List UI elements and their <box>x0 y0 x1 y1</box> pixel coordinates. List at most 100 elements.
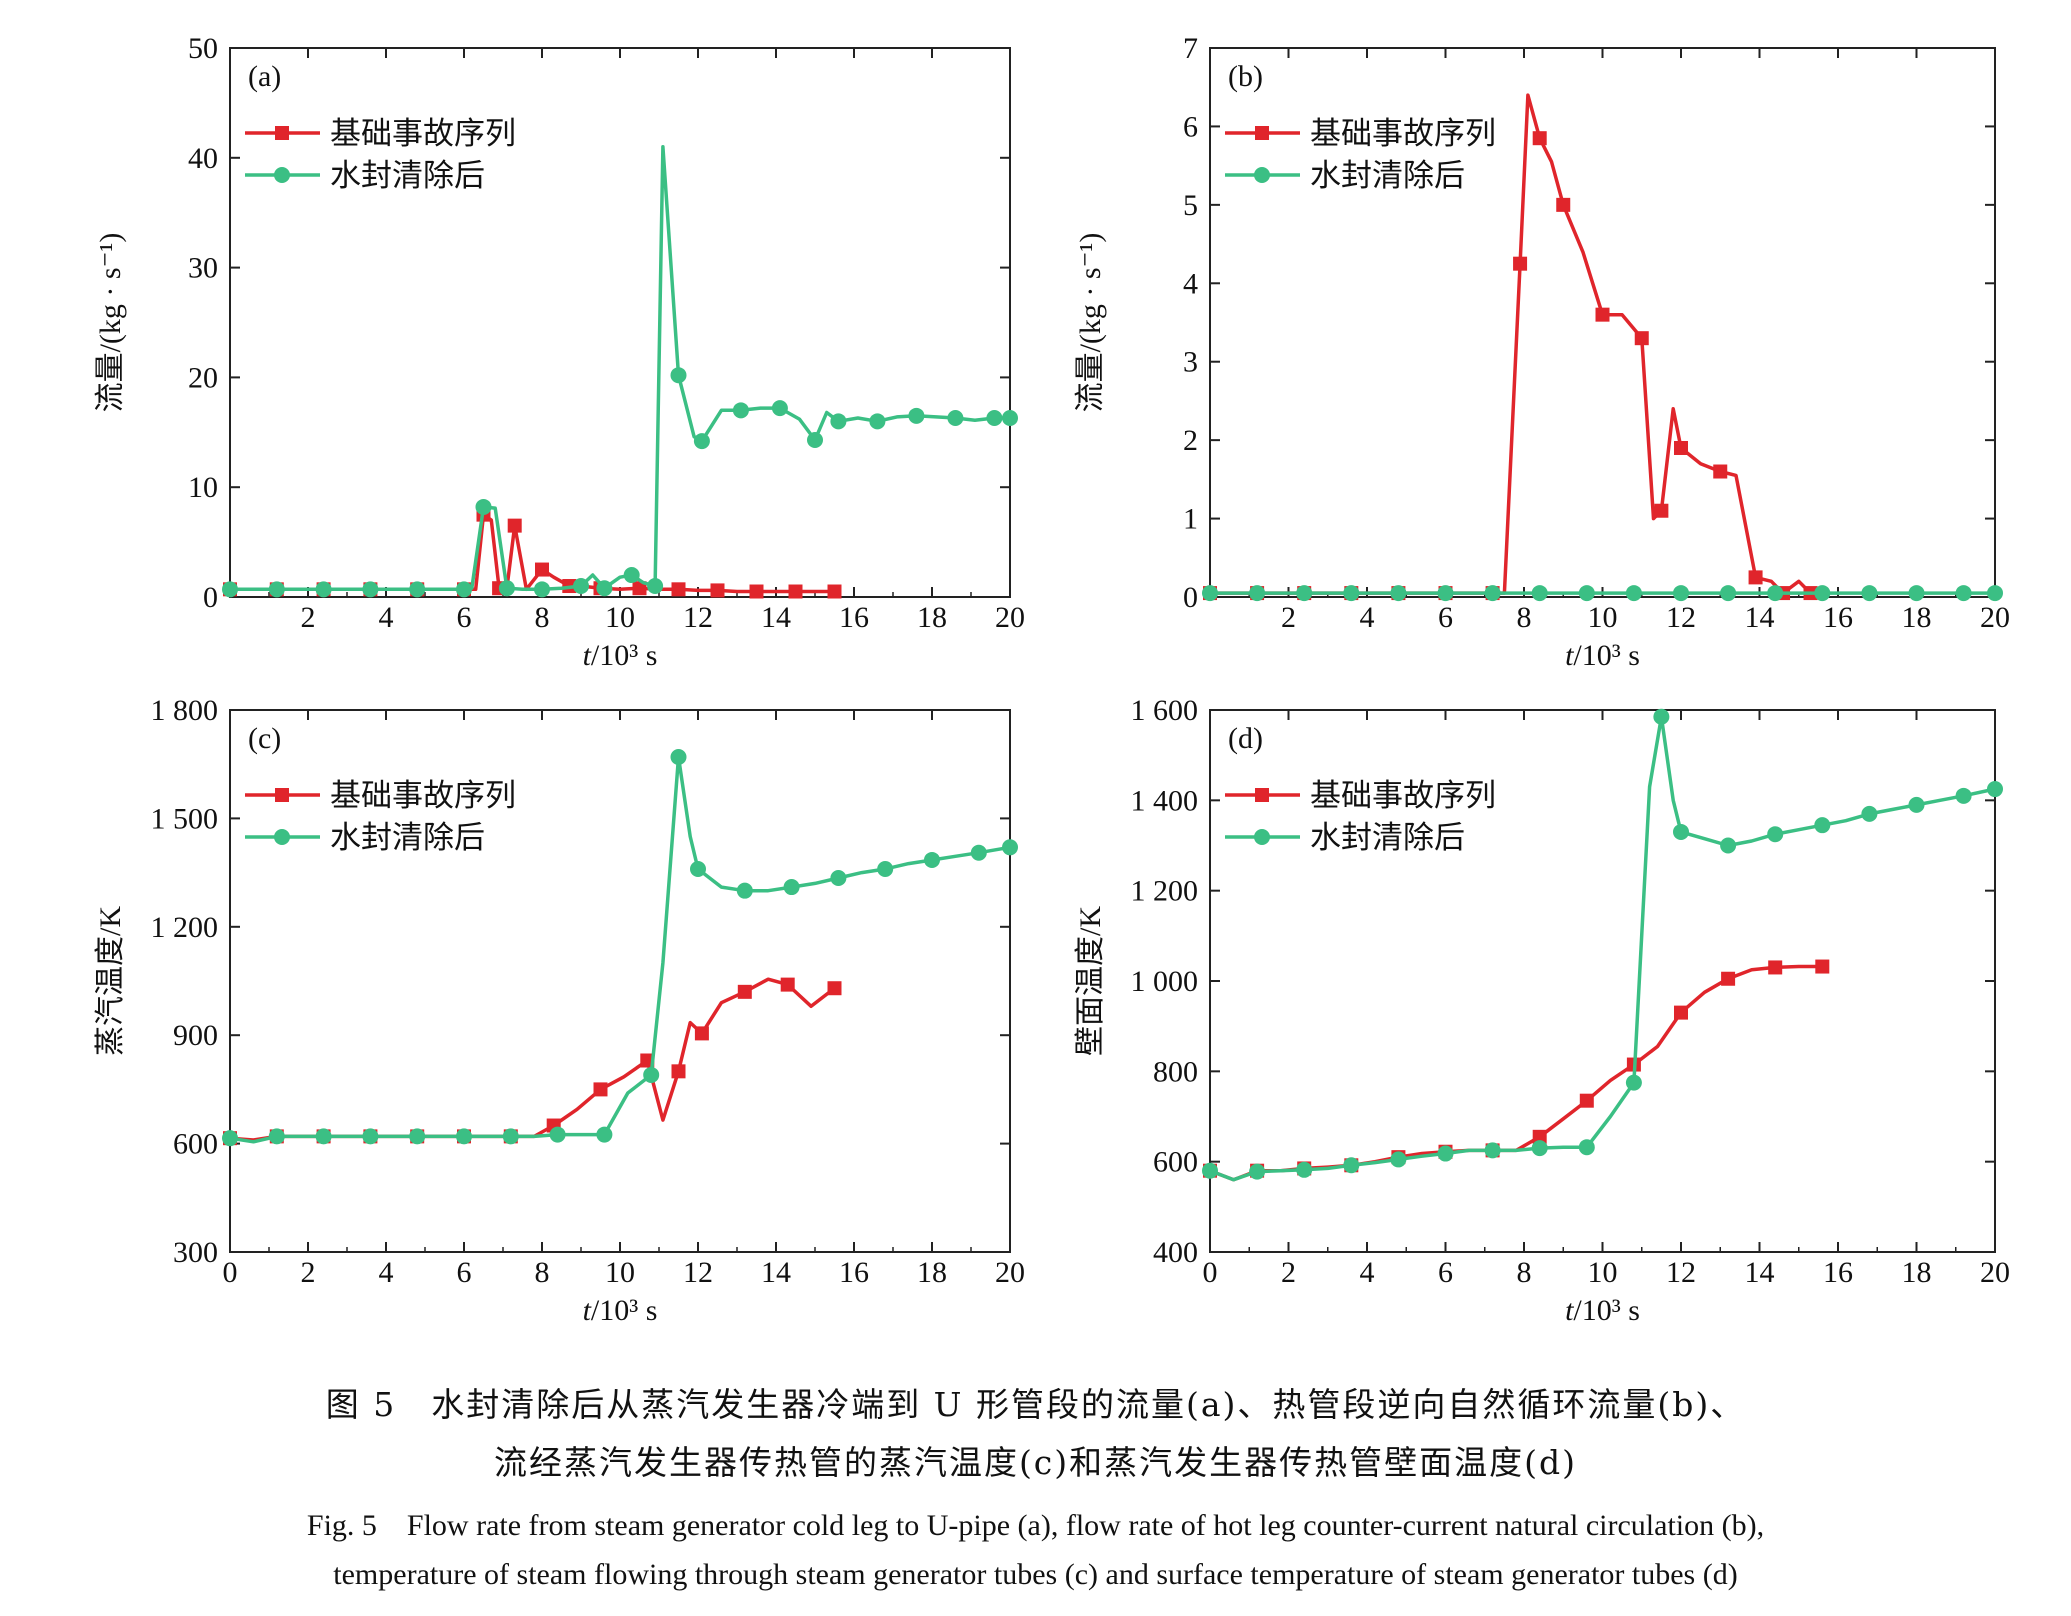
x-tick-label: 20 <box>995 601 1025 634</box>
x-axis-label-unit: /10³ s <box>1573 639 1640 672</box>
series-marker-circle <box>1814 817 1831 834</box>
series-line-0 <box>230 512 835 594</box>
series-marker-circle <box>1578 1139 1595 1156</box>
y-tick-label: 400 <box>1153 1236 1198 1269</box>
series-marker-square <box>1513 256 1528 271</box>
x-tick-label: 20 <box>1980 1256 2010 1289</box>
x-tick-label: 20 <box>995 1256 1025 1289</box>
y-tick-label: 1 600 <box>1131 694 1199 727</box>
x-axis-label-italic: t <box>583 639 592 672</box>
x-tick-label: 10 <box>605 1256 635 1289</box>
series-marker-square <box>632 581 647 596</box>
y-axis-label: 流量/(kg · s⁻¹) <box>1074 233 1107 413</box>
series-marker-circle <box>315 1128 332 1145</box>
series-marker-circle <box>1202 585 1218 602</box>
y-tick-label: 600 <box>173 1128 218 1161</box>
series-marker-circle <box>830 870 847 887</box>
y-tick-label: 1 <box>1183 503 1198 536</box>
series-marker-circle <box>1908 585 1925 602</box>
series-marker-circle <box>690 860 706 877</box>
series-marker-circle <box>498 580 515 597</box>
caption-cn-line2: 流经蒸汽发生器传热管的蒸汽温度(c)和蒸汽发生器传热管壁面温度(d) <box>493 1443 1578 1482</box>
series-marker-circle <box>1861 805 1878 822</box>
x-tick-label: 18 <box>917 601 947 634</box>
series-marker-circle <box>1955 787 1972 804</box>
x-tick-label: 10 <box>1588 1256 1618 1289</box>
series-line-1 <box>230 145 1010 592</box>
series-marker-square <box>827 584 842 599</box>
series-marker-circle <box>1390 585 1407 602</box>
series-marker-square <box>749 584 764 599</box>
legend-marker-square <box>275 126 289 140</box>
series-marker-circle <box>1296 1161 1313 1178</box>
x-tick-label: 8 <box>535 601 550 634</box>
series-marker-circle <box>986 410 1003 427</box>
series-marker-circle <box>736 882 753 899</box>
legend-marker-square <box>275 788 289 802</box>
y-tick-label: 900 <box>173 1019 218 1052</box>
series-line-1 <box>229 755 1011 1144</box>
x-tick-label: 6 <box>457 1256 472 1289</box>
series-marker-circle <box>1343 585 1360 602</box>
series-marker-circle <box>783 879 800 896</box>
series-marker-circle <box>573 578 589 595</box>
legend-marker-circle <box>1254 167 1270 183</box>
y-tick-label: 1 000 <box>1131 965 1199 998</box>
series-marker-circle <box>807 431 823 448</box>
y-axis-label: 流量/(kg · s⁻¹) <box>94 233 127 413</box>
legend-label-0: 基础事故序列 <box>1310 778 1496 814</box>
series-marker-circle <box>549 1126 566 1143</box>
x-tick-label: 10 <box>1588 601 1618 634</box>
legend-label-0: 基础事故序列 <box>330 116 516 152</box>
series-marker-square <box>1634 331 1649 346</box>
series-marker-circle <box>268 581 285 598</box>
series-marker-square <box>593 1082 608 1097</box>
x-tick-label: 18 <box>1902 1256 1932 1289</box>
x-tick-label: 12 <box>1666 601 1696 634</box>
series-marker-circle <box>970 844 987 861</box>
y-axis-label: 蒸汽温度/K <box>94 906 127 1056</box>
x-tick-label: 2 <box>1281 601 1296 634</box>
chart-d: 0 2 4 6 8 10 12 14 16 18 20 400 600 800 1 000 1 200 1 40… <box>1074 694 2010 1327</box>
y-tick-label: 1 200 <box>151 911 219 944</box>
x-tick-label: 6 <box>457 601 472 634</box>
x-axis-label: t/10³ s <box>1565 639 1640 672</box>
x-axis-label-unit: /10³ s <box>1573 1294 1640 1327</box>
legend-label-0: 基础事故序列 <box>1310 116 1496 152</box>
x-tick-label: 14 <box>761 601 791 634</box>
series-marker-circle <box>1531 585 1548 602</box>
legend-marker-circle <box>274 167 290 183</box>
series-marker-circle <box>1343 1157 1360 1174</box>
series-marker-circle <box>596 1126 613 1143</box>
y-tick-label: 4 <box>1183 267 1198 300</box>
x-tick-label: 10 <box>605 601 635 634</box>
series-marker-square <box>694 1026 709 1041</box>
series-marker-square <box>1595 307 1610 322</box>
series-marker-circle <box>1531 1140 1548 1157</box>
y-tick-label: 10 <box>188 471 218 504</box>
series-marker-circle <box>771 400 788 417</box>
x-tick-label: 14 <box>761 1256 791 1289</box>
series-marker-circle <box>534 581 550 598</box>
x-tick-label: 8 <box>535 1256 550 1289</box>
series-line-0 <box>1209 964 1823 1182</box>
legend-label-1: 水封清除后 <box>330 158 485 194</box>
legend-label-0: 基础事故序列 <box>330 778 516 814</box>
series-marker-circle <box>409 1128 426 1145</box>
series-marker-square <box>1532 131 1547 146</box>
y-tick-label: 1 200 <box>1131 875 1199 908</box>
series-marker-circle <box>1437 585 1454 602</box>
series-marker-square <box>671 582 686 597</box>
x-tick-label: 12 <box>1666 1256 1696 1289</box>
series-marker-circle <box>268 1128 285 1145</box>
series-marker-circle <box>670 367 687 384</box>
series-marker-circle <box>947 410 964 427</box>
series-marker-circle <box>1861 585 1878 602</box>
y-tick-label: 800 <box>1153 1055 1198 1088</box>
caption-en-line2: temperature of steam flowing through ste… <box>333 1558 1738 1591</box>
series-marker-circle <box>623 567 640 584</box>
series-marker-circle <box>502 1128 519 1145</box>
series-marker-circle <box>1625 585 1642 602</box>
series-marker-circle <box>596 580 613 597</box>
